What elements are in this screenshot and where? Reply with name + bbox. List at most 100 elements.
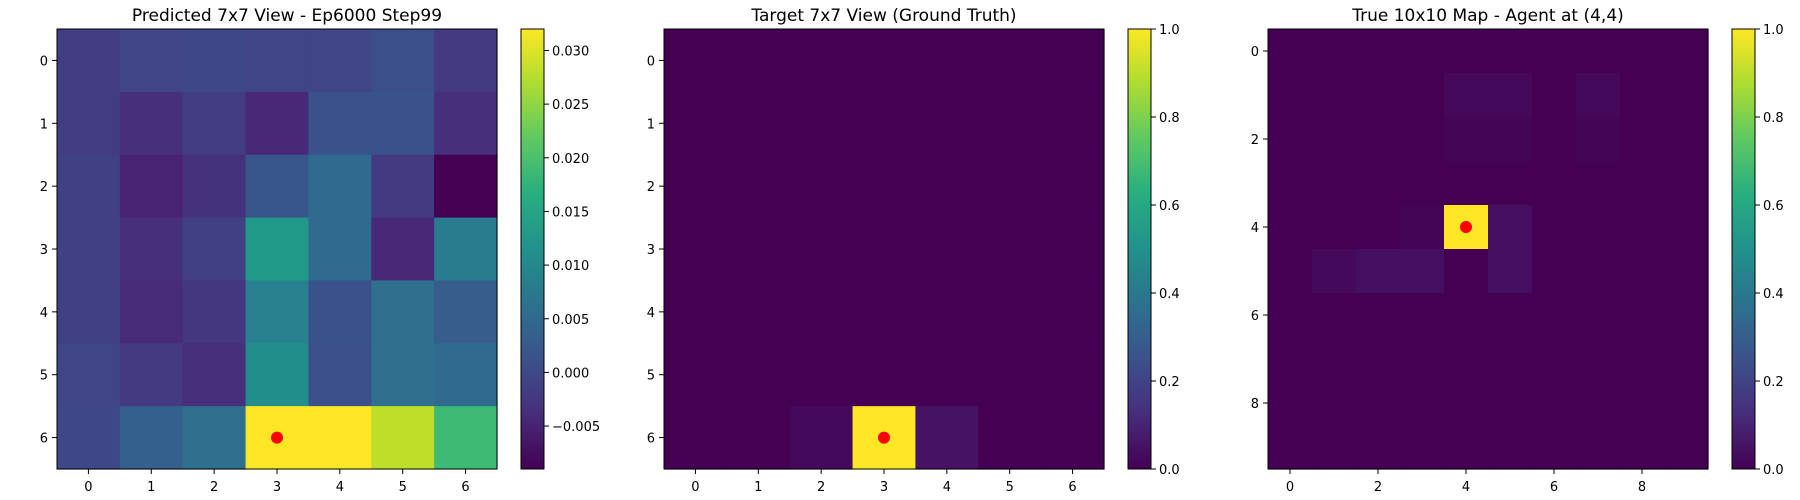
heatmap-cell (1041, 217, 1105, 282)
heatmap-cell (245, 154, 310, 219)
heatmap-cell (434, 91, 498, 156)
heatmap-cell (664, 29, 728, 93)
heatmap-cell (1400, 337, 1445, 382)
heatmap-cell (119, 29, 184, 93)
heatmap-cell (245, 280, 310, 344)
heatmap-cell (1620, 337, 1665, 382)
colorbar-true-map (1731, 28, 1756, 470)
heatmap-cell (1444, 293, 1489, 338)
y-tick-label: 6 (40, 432, 48, 447)
heatmap-cell (852, 217, 917, 282)
heatmap-cell (1664, 73, 1709, 118)
heatmap-cell (1400, 73, 1445, 118)
heatmap-cells-target (664, 29, 1105, 470)
heatmap-cell (119, 406, 184, 470)
heatmap-cell (726, 217, 791, 282)
x-tick-label: 1 (754, 480, 762, 495)
heatmap-cell (1268, 161, 1313, 206)
heatmap-cells-true-map (1268, 29, 1709, 470)
x-tick-label: 6 (1550, 480, 1558, 495)
heatmap-cell (1268, 337, 1313, 382)
heatmap-cell (1041, 29, 1105, 93)
colorbar-tick-label: −0.005 (552, 420, 600, 435)
heatmap-cell (308, 343, 372, 407)
heatmap-cell (1312, 249, 1357, 294)
heatmap-cell (1620, 117, 1665, 162)
heatmap-cell (1532, 29, 1577, 74)
heatmap-cell (1532, 161, 1577, 206)
x-tick-label: 4 (336, 480, 344, 495)
heatmap-cell (978, 280, 1042, 344)
heatmap-cell (726, 154, 791, 219)
heatmap-cell (434, 154, 498, 219)
heatmap-cell (1444, 249, 1489, 294)
heatmap-cell (1268, 249, 1313, 294)
panel-true-map: True 10x10 Map - Agent at (4,4) 0 2 4 6 8 0 2… (1251, 6, 1784, 495)
heatmap-cell (1664, 161, 1709, 206)
y-tick-label: 2 (1251, 133, 1259, 148)
heatmap-cell (1532, 381, 1577, 426)
heatmap-cell (182, 217, 247, 282)
heatmap-cell (1488, 29, 1533, 74)
heatmap-cell (1312, 73, 1357, 118)
heatmap-cell (1488, 161, 1533, 206)
colorbar-tick-label: 0.6 (1763, 199, 1784, 214)
heatmap-cell (915, 217, 979, 282)
x-tick-label: 4 (1462, 480, 1470, 495)
y-tick-label: 2 (40, 180, 48, 195)
heatmap-cell (789, 154, 854, 219)
heatmap-cell (1576, 205, 1621, 250)
x-tick-label: 4 (943, 480, 951, 495)
y-tick-label: 0 (40, 54, 48, 69)
colorbar-tick-label: 0.015 (552, 205, 589, 220)
heatmap-cell (182, 406, 247, 470)
heatmap-cell (1620, 73, 1665, 118)
heatmap-cell (1664, 425, 1709, 470)
heatmap-cell (371, 280, 435, 344)
y-ticks-target: 0 1 2 3 4 5 6 (647, 54, 664, 447)
x-tick-label: 0 (1286, 480, 1294, 495)
heatmap-cell (852, 29, 917, 93)
heatmap-cell (119, 154, 184, 219)
heatmap-cell (852, 280, 917, 344)
heatmap-cell (245, 29, 310, 93)
heatmap-cell (852, 154, 917, 219)
heatmap-cell (57, 280, 121, 344)
heatmap-cell (1488, 293, 1533, 338)
x-tick-label: 0 (84, 480, 92, 495)
heatmap-cell (1576, 73, 1621, 118)
heatmap-cell (664, 154, 728, 219)
agent-marker (1460, 221, 1472, 233)
heatmap-cell (1576, 425, 1621, 470)
heatmap-cell (1444, 29, 1489, 74)
heatmap-cell (1664, 249, 1709, 294)
panel-title-true-map: True 10x10 Map - Agent at (4,4) (1351, 6, 1624, 26)
heatmap-cell (1664, 293, 1709, 338)
heatmap-cell (1356, 381, 1401, 426)
heatmap-cell (1620, 205, 1665, 250)
colorbar-tick-label: 1.0 (1159, 23, 1180, 38)
x-tick-label: 2 (210, 480, 218, 495)
heatmap-cell (726, 91, 791, 156)
heatmap-cell (308, 91, 372, 156)
heatmap-cell (1532, 73, 1577, 118)
heatmap-marker-target (878, 431, 890, 444)
heatmap-cell (434, 29, 498, 93)
heatmap-cell (308, 280, 372, 344)
heatmap-cell (371, 29, 435, 93)
heatmap-cell (308, 217, 372, 282)
x-tick-label: 0 (691, 480, 699, 495)
heatmap-cell (182, 154, 247, 219)
y-tick-label: 0 (1251, 45, 1259, 60)
colorbar-tick-label: 0.000 (552, 366, 589, 381)
colorbar-tick-label: 0.030 (552, 44, 589, 59)
heatmap-cell (245, 217, 310, 282)
y-tick-label: 5 (40, 369, 48, 384)
x-tick-label: 5 (399, 480, 407, 495)
heatmap-cell (1312, 337, 1357, 382)
y-tick-label: 4 (40, 306, 48, 321)
heatmap-cells-predicted (57, 29, 498, 470)
heatmap-cell (1400, 161, 1445, 206)
heatmap-cell (664, 406, 728, 470)
